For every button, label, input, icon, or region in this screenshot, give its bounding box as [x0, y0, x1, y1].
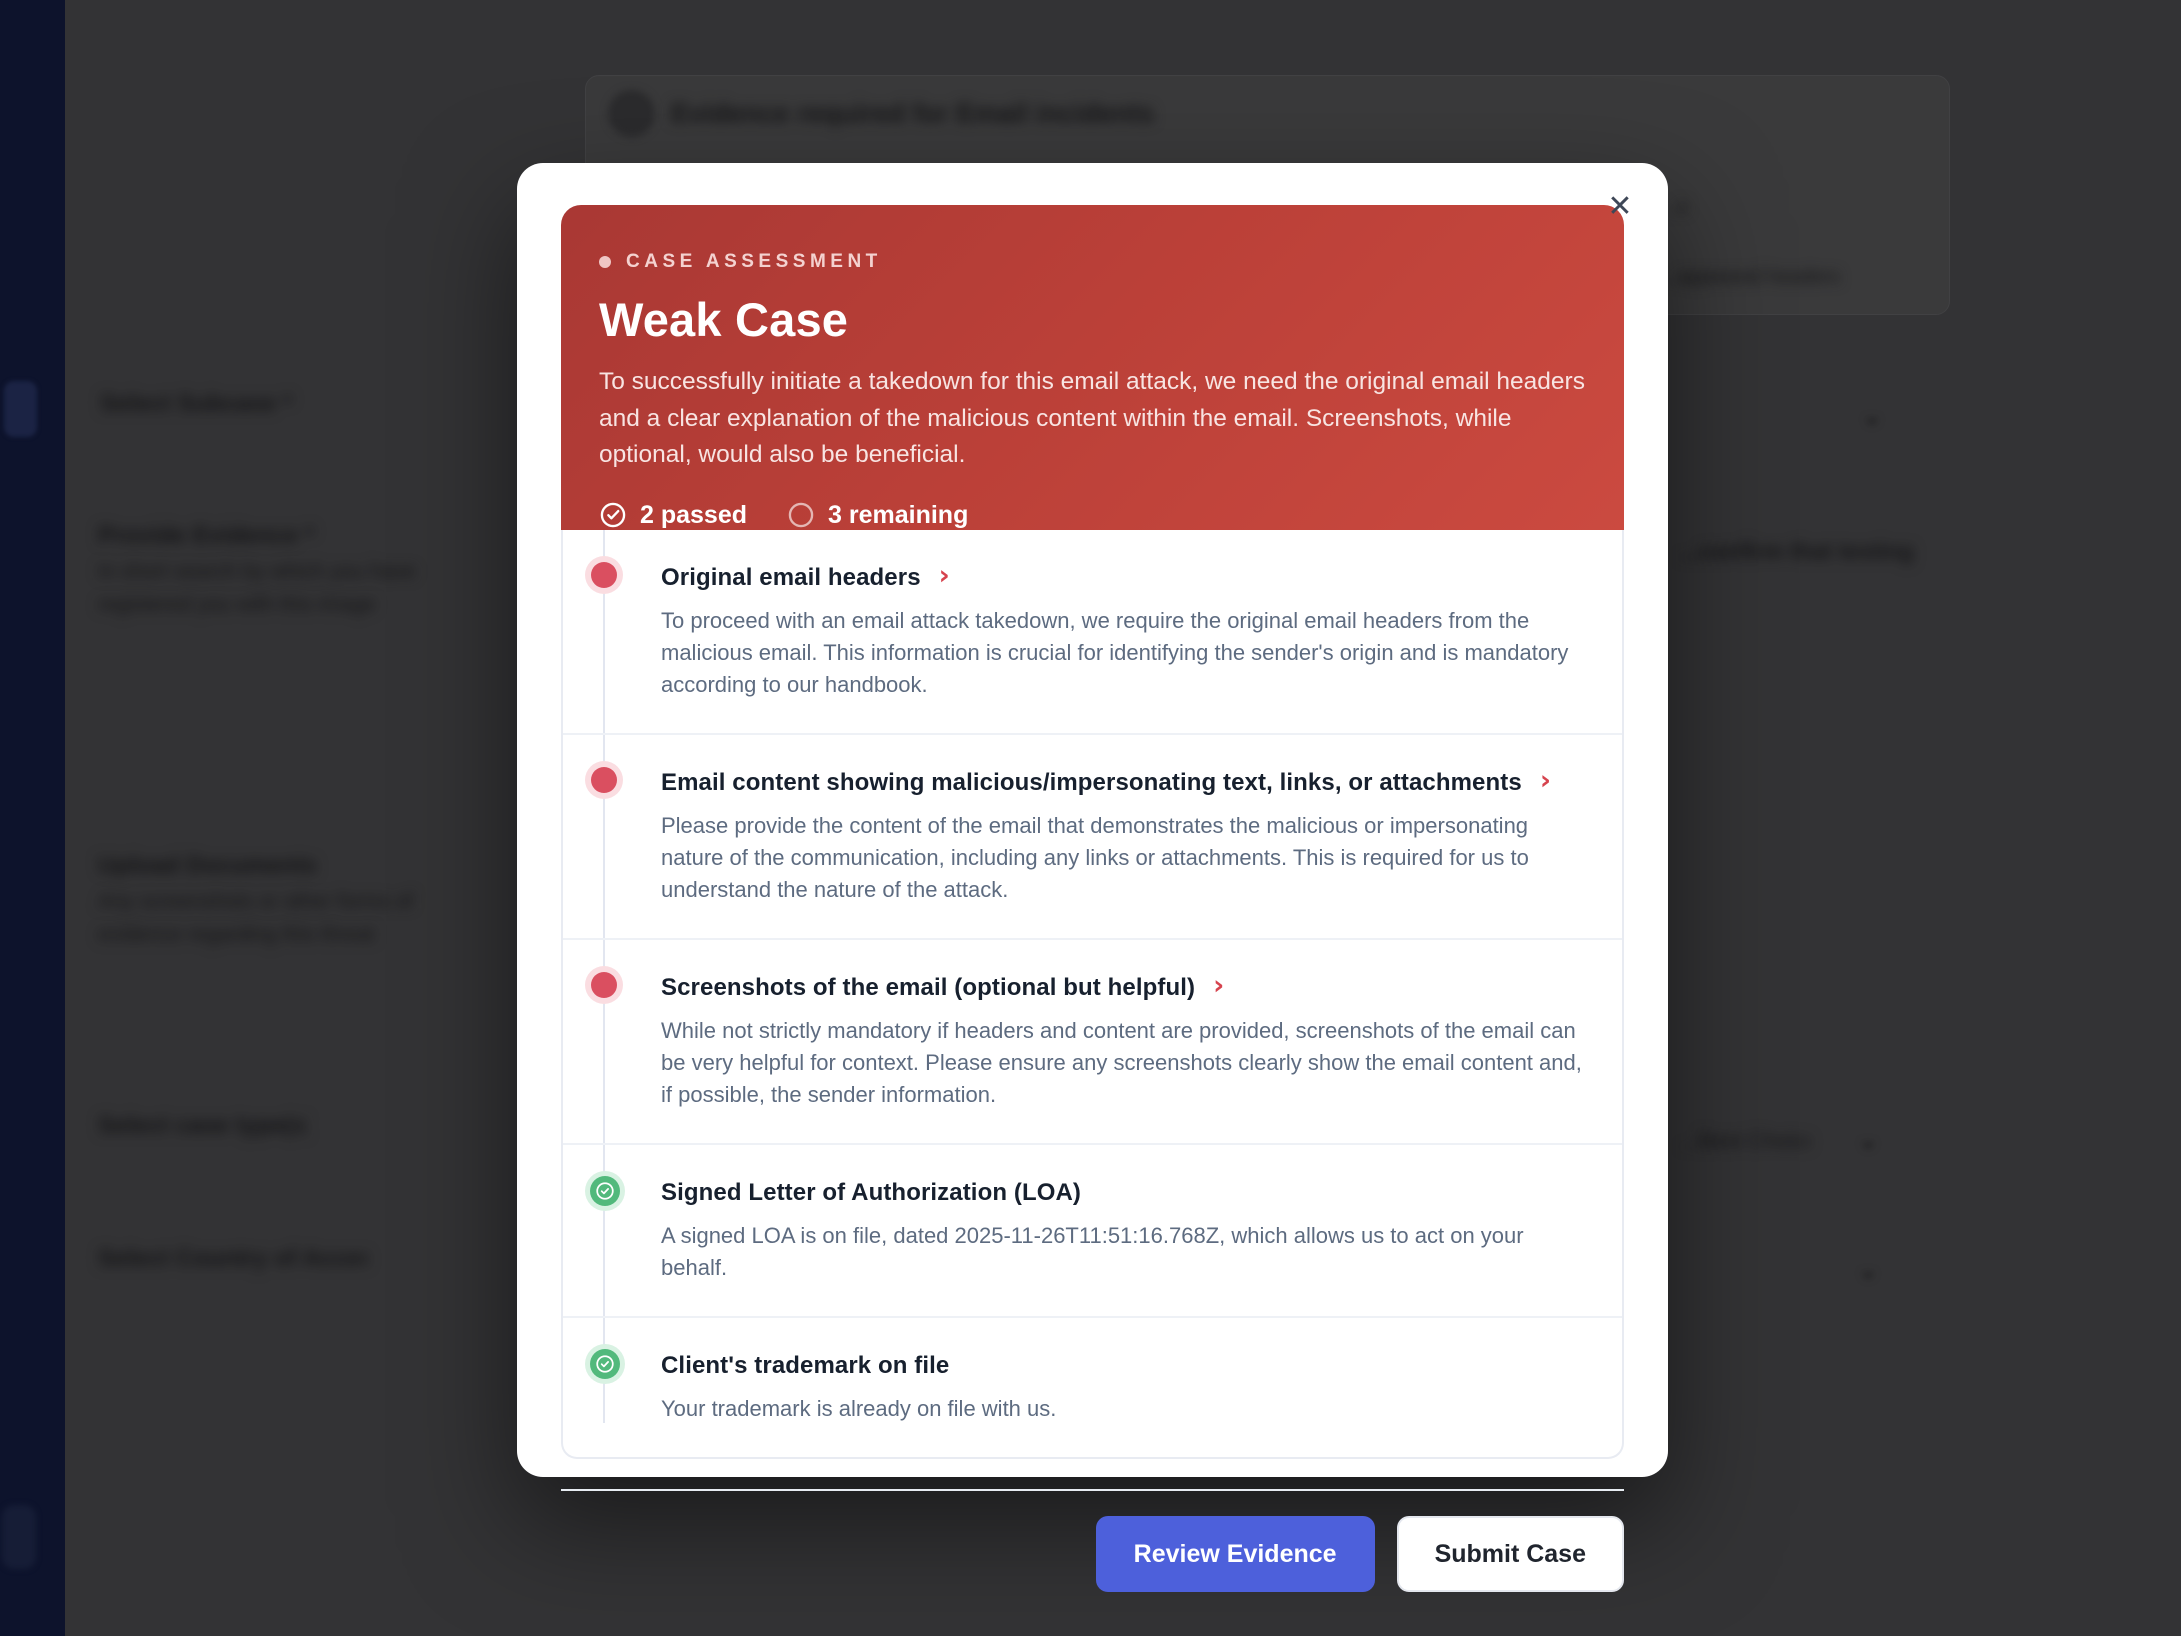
evidence-checklist: Original email headers › To proceed with…: [561, 530, 1624, 1459]
label-select-case-types: Select case type(s): [98, 1112, 308, 1139]
checklist-item-description: Please provide the content of the email …: [661, 813, 1529, 902]
label-provide-evidence: Provide Evidence *: [98, 522, 315, 549]
app-sidebar: [0, 0, 65, 1636]
passed-label: 2 passed: [640, 500, 748, 529]
item-link-chevron-icon[interactable]: ›: [938, 560, 950, 591]
banner-text-fragment: ...appeared headers: [1661, 266, 1841, 288]
right-select-value: ...Best Choice...: [1680, 1128, 1810, 1153]
modal-footer: Review Evidence Submit Case: [561, 1491, 1624, 1592]
checklist-item-description: To proceed with an email attack takedown…: [661, 608, 1569, 697]
banner-text-fragment: ...s: [1661, 196, 1688, 218]
checklist-item: Client's trademark on file Your trademar…: [563, 1316, 1622, 1457]
assessment-title: Weak Case: [599, 293, 849, 346]
case-assessment-modal: ✕ CASE ASSESSMENT Weak Case To successfu…: [517, 163, 1668, 1592]
upload-documents-help: evidence regarding this threat: [98, 923, 375, 946]
checklist-item-description: A signed LOA is on file, dated 2025-11-2…: [661, 1223, 1524, 1280]
checklist-item-title: Signed Letter of Authorization (LOA): [661, 1179, 1082, 1206]
review-evidence-button[interactable]: Review Evidence: [1095, 1516, 1375, 1592]
label-select-subcase: Select Subcase *: [100, 390, 293, 417]
passed-check-icon: [585, 1171, 625, 1211]
checklist-item-title: Client's trademark on file: [661, 1352, 950, 1379]
banner-title: Evidence required for Email incidents: [671, 98, 1155, 128]
provide-evidence-help: In short search by which you have: [98, 560, 416, 583]
checklist-item: Signed Letter of Authorization (LOA) A s…: [563, 1143, 1622, 1316]
chevron-down-icon[interactable]: ⌄: [1858, 1127, 1879, 1154]
chevron-down-icon[interactable]: ⌄: [1858, 1257, 1879, 1284]
empty-circle-icon: [788, 502, 814, 528]
sidebar-bottom-avatar[interactable]: [2, 1505, 36, 1569]
submit-case-button[interactable]: Submit Case: [1396, 1516, 1624, 1592]
checklist-item-title: Email content showing malicious/imperson…: [661, 769, 1522, 796]
checklist-item-description: While not strictly mandatory if headers …: [661, 1018, 1582, 1107]
checklist-item: Screenshots of the email (optional but h…: [563, 938, 1622, 1143]
remaining-stat: 3 remaining: [787, 501, 968, 530]
checklist-item-title: Original email headers: [661, 564, 921, 591]
eyebrow-label: CASE ASSESSMENT: [626, 251, 882, 272]
upload-documents-help: Any screenshots or other forms of: [98, 890, 414, 913]
passed-check-icon: [585, 1344, 625, 1384]
provide-evidence-help: registered you with this image: [98, 593, 376, 616]
label-upload-documents: Upload Documents: [98, 852, 317, 879]
footer-divider: [561, 1489, 1624, 1491]
assessment-header: CASE ASSESSMENT Weak Case To successfull…: [561, 205, 1624, 530]
failed-dot-icon: [585, 761, 623, 799]
failed-dot-icon: [585, 556, 623, 594]
checklist-item: Email content showing malicious/imperson…: [563, 733, 1622, 938]
label-select-country: Select Country of Access: [98, 1245, 368, 1272]
close-icon[interactable]: ✕: [1600, 187, 1640, 227]
assessment-description: To successfully initiate a takedown for …: [599, 368, 1585, 468]
checklist-item-title: Screenshots of the email (optional but h…: [661, 974, 1196, 1001]
assessment-eyebrow: CASE ASSESSMENT: [599, 251, 1586, 273]
status-dot-icon: [599, 256, 611, 268]
remaining-label: 3 remaining: [828, 500, 969, 529]
passed-stat: 2 passed: [599, 501, 747, 530]
failed-dot-icon: [585, 966, 623, 1004]
assessment-stats: 2 passed 3 remaining: [599, 501, 1586, 530]
right-note-text: ...confirm that testing: [1680, 538, 1914, 564]
info-icon: [608, 90, 655, 137]
item-link-chevron-icon[interactable]: ›: [1539, 765, 1551, 796]
item-link-chevron-icon[interactable]: ›: [1213, 970, 1225, 1001]
chevron-down-icon[interactable]: ⌄: [1862, 403, 1883, 430]
check-circle-icon: [600, 502, 626, 528]
sidebar-nav-item[interactable]: [4, 381, 37, 437]
checklist-item: Original email headers › To proceed with…: [563, 530, 1622, 733]
checklist-item-description: Your trademark is already on file with u…: [661, 1396, 1057, 1421]
